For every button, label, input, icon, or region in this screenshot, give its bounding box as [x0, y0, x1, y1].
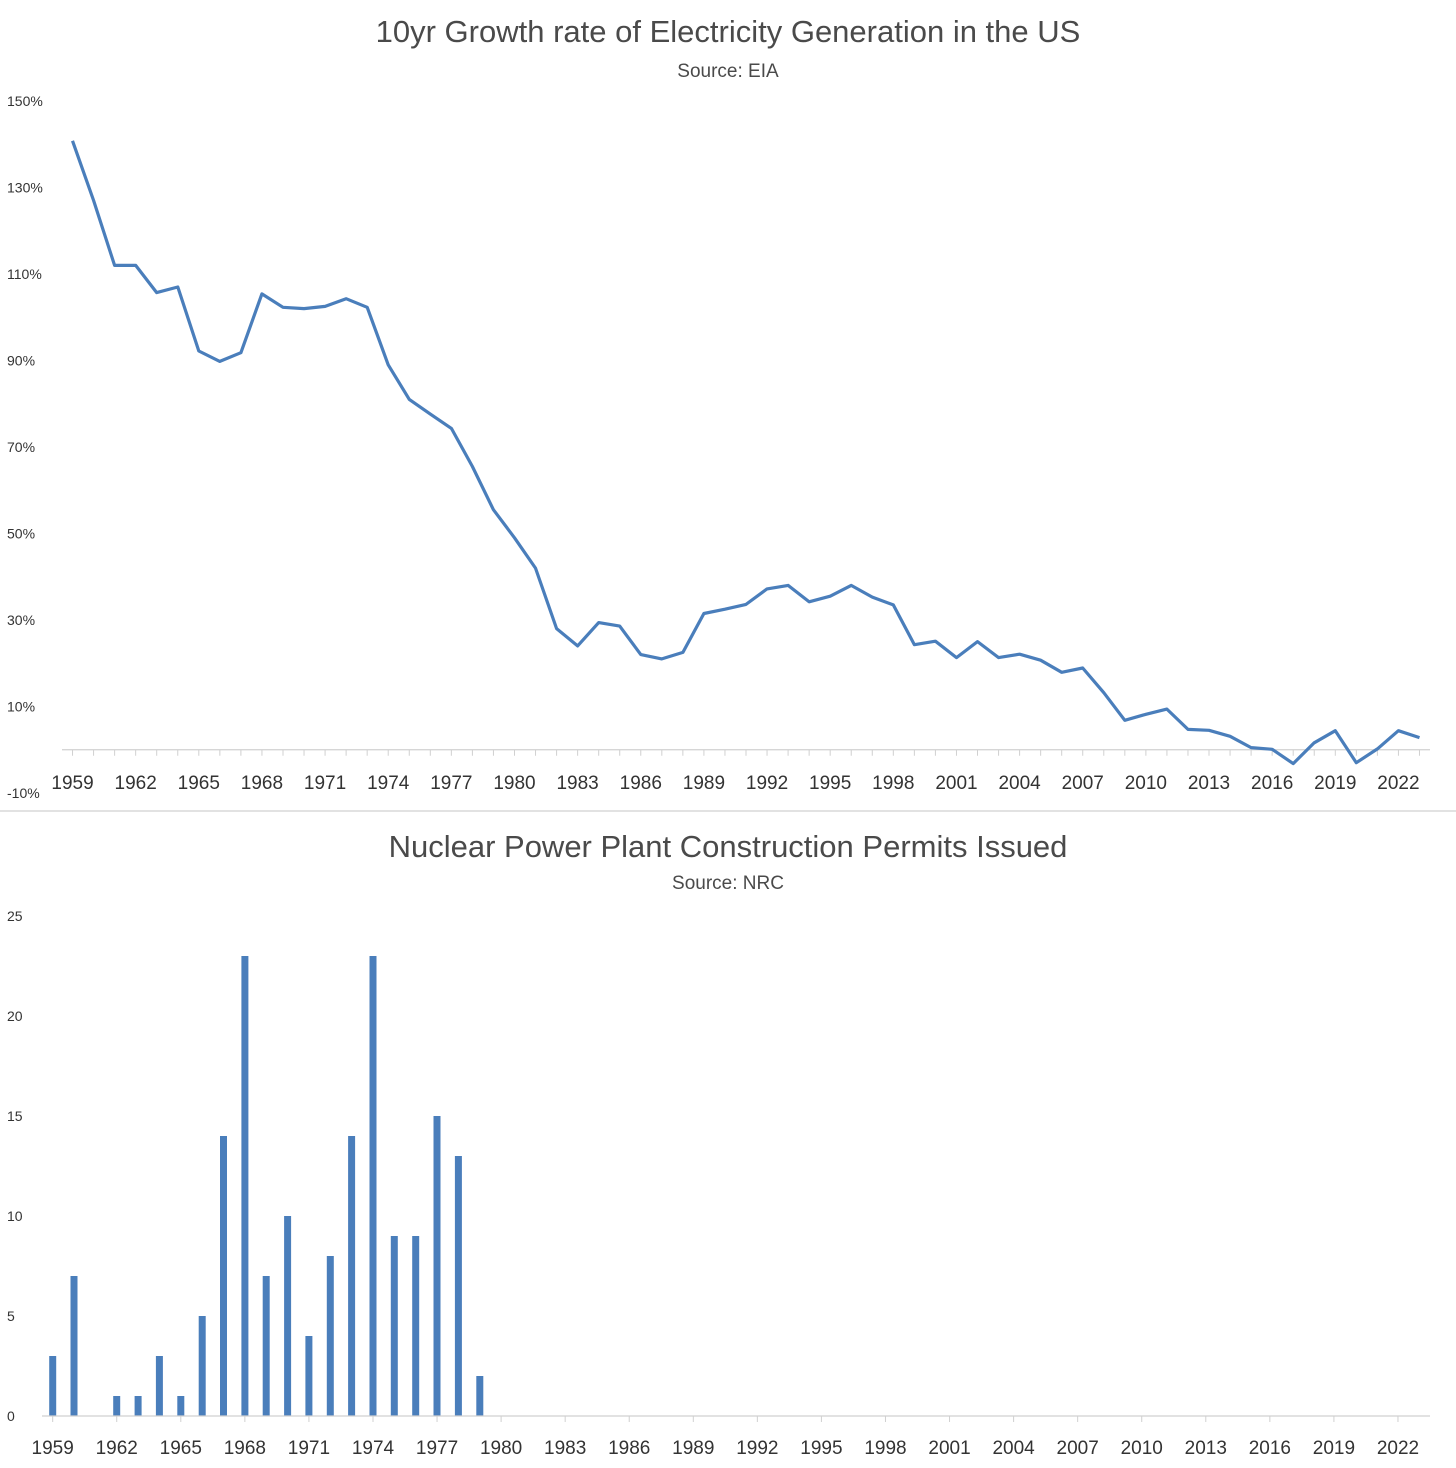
bar-chart-x-tick-label: 2022 — [1377, 1438, 1419, 1459]
bar-chart-x-tick-label: 1959 — [32, 1438, 74, 1459]
bar-chart-x-tick-label: 1983 — [544, 1438, 586, 1459]
bar-chart-x-tick-label: 1962 — [96, 1438, 138, 1459]
line-chart-x-tick-label: 1989 — [683, 773, 725, 794]
bar-chart-bar — [305, 1336, 313, 1416]
line-chart-x-tick-label: 1998 — [872, 773, 914, 794]
line-chart-y-tick-label: 30% — [7, 612, 35, 628]
line-chart-x-tick-label: 1992 — [746, 773, 788, 794]
line-chart-y-tick-label: 110% — [7, 266, 42, 282]
bar-chart-x-tick-label: 1989 — [672, 1438, 714, 1459]
bar-chart-x-tick-label: 1971 — [288, 1438, 330, 1459]
bar-chart-x-tick-label: 1995 — [800, 1438, 842, 1459]
bar-chart-x-tick-label: 1992 — [736, 1438, 778, 1459]
line-chart-series-line — [70, 140, 1420, 766]
bar-chart-bar — [454, 1156, 462, 1416]
bar-chart-x-tick-label: 2001 — [928, 1438, 970, 1459]
bar-chart-x-axis: 1959 1962 1965 1968 1971 1974 1977 1980 1983 1986… — [32, 1416, 1419, 1459]
line-chart-x-tick-label: 1971 — [304, 773, 346, 794]
line-chart-x-tick-label: 1968 — [241, 773, 283, 794]
bar-chart-bar — [433, 1116, 441, 1416]
line-chart-x-tick-label: 1977 — [430, 773, 472, 794]
line-chart-y-tick-label: 10% — [7, 699, 35, 715]
bar-chart-bar — [70, 1276, 78, 1416]
line-chart-x-tick-label: 2022 — [1377, 773, 1419, 794]
bar-chart-subtitle: Source: NRC — [672, 873, 784, 894]
line-chart-y-tick-label: 70% — [7, 439, 35, 455]
bar-chart-x-tick-label: 2016 — [1249, 1438, 1291, 1459]
bar-chart-bar — [198, 1316, 206, 1416]
bar-chart-bar — [412, 1236, 420, 1416]
bar-chart-x-tick-label: 2019 — [1313, 1438, 1355, 1459]
bar-chart-y-tick-label: 0 — [7, 1408, 15, 1424]
line-chart-y-tick-label: 130% — [7, 180, 43, 196]
bar-chart-bar — [326, 1256, 334, 1416]
line-chart-x-tick-label: 2010 — [1125, 773, 1167, 794]
line-chart-x-tick-label: 1980 — [493, 773, 535, 794]
bar-chart-y-tick-label: 15 — [7, 1108, 23, 1124]
line-chart-y-tick-label: 50% — [7, 526, 35, 542]
bar-chart-y-tick-label: 5 — [7, 1308, 15, 1324]
line-chart-subtitle: Source: EIA — [677, 61, 779, 82]
bar-chart-x-tick-label: 1965 — [160, 1438, 202, 1459]
bar-chart-bar — [134, 1396, 142, 1416]
line-chart: 10yr Growth rate of Electricity Generati… — [7, 14, 1430, 801]
line-chart-y-tick-label: 90% — [7, 353, 35, 369]
bar-chart-bar — [348, 1136, 356, 1416]
bar-chart-bar — [241, 956, 249, 1416]
bar-chart-bar — [476, 1376, 484, 1416]
bar-chart-bar — [155, 1356, 163, 1416]
bar-chart-x-tick-label: 1968 — [224, 1438, 266, 1459]
line-chart-x-tick-label: 2013 — [1188, 773, 1230, 794]
line-chart-x-axis: 1959 1962 1965 1968 1971 1974 1977 1980 1983 1986… — [51, 749, 1420, 794]
line-chart-x-tick-label: 2019 — [1314, 773, 1356, 794]
line-chart-x-tick-label: 1995 — [809, 773, 851, 794]
bar-chart-x-tick-label: 1980 — [480, 1438, 522, 1459]
line-chart-x-tick-label: 2016 — [1251, 773, 1293, 794]
line-chart-x-tick-label: 1962 — [115, 773, 157, 794]
bar-chart-y-tick-label: 20 — [7, 1008, 23, 1024]
line-chart-x-tick-label: 2007 — [1062, 773, 1104, 794]
bar-chart-bars — [49, 956, 484, 1416]
bar-chart-bar — [390, 1236, 398, 1416]
line-chart-x-tick-label: 1959 — [51, 773, 93, 794]
bar-chart-x-tick-label: 1974 — [352, 1438, 395, 1459]
bar-chart-y-tick-label: 10 — [7, 1208, 23, 1224]
line-chart-x-tick-label: 2004 — [998, 773, 1041, 794]
line-chart-y-tick-label: -10% — [7, 785, 40, 801]
bar-chart-bar — [177, 1396, 185, 1416]
bar-chart-bar — [284, 1216, 292, 1416]
bar-chart-x-tick-label: 1977 — [416, 1438, 458, 1459]
bar-chart-bar — [113, 1396, 121, 1416]
bar-chart-bar — [262, 1276, 270, 1416]
line-chart-title: 10yr Growth rate of Electricity Generati… — [376, 14, 1081, 49]
bar-chart-bar — [369, 956, 377, 1416]
line-chart-y-tick-label: 150% — [7, 93, 43, 109]
line-chart-x-tick-label: 1974 — [367, 773, 410, 794]
line-chart-x-tick-label: 2001 — [935, 773, 977, 794]
bar-chart-x-tick-label: 2007 — [1057, 1438, 1099, 1459]
line-chart-x-tick-label: 1965 — [178, 773, 220, 794]
bar-chart-y-tick-label: 25 — [7, 908, 23, 924]
bar-chart-y-axis: 25 20 15 10 5 0 — [7, 908, 23, 1424]
bar-chart-x-tick-label: 2010 — [1121, 1438, 1163, 1459]
bar-chart-bar — [220, 1136, 227, 1416]
bar-chart-x-tick-label: 1986 — [608, 1438, 650, 1459]
bar-chart-x-tick-label: 1998 — [864, 1438, 906, 1459]
bar-chart-title: Nuclear Power Plant Construction Permits… — [389, 829, 1068, 864]
line-chart-x-tick-label: 1986 — [620, 773, 662, 794]
bar-chart: Nuclear Power Plant Construction Permits… — [7, 829, 1430, 1459]
bar-chart-x-tick-label: 2013 — [1185, 1438, 1227, 1459]
bar-chart-x-tick-label: 2004 — [992, 1438, 1035, 1459]
line-chart-x-tick-label: 1983 — [556, 773, 598, 794]
line-chart-y-axis: 150% 130% 110% 90% 70% 50% 30% 10% -10% — [7, 93, 43, 801]
bar-chart-bar — [49, 1356, 57, 1416]
